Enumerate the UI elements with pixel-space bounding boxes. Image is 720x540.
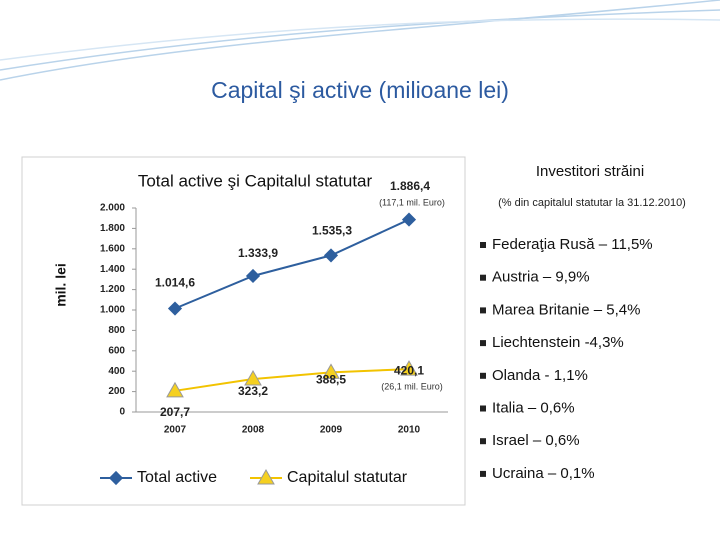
data-label: 323,2: [238, 384, 268, 398]
series-line: [174, 368, 410, 392]
annotation: (117,1 mil. Euro): [379, 197, 445, 207]
marker: [401, 212, 417, 227]
bullet: [480, 405, 486, 412]
deco-curve: [0, 9, 720, 71]
data-label: 1.886,4: [390, 179, 430, 193]
x-tick-label: 2007: [164, 425, 187, 436]
panel-item: Federaţia Rusă – 11,5%: [492, 236, 653, 253]
data-label: 420,1: [394, 363, 424, 377]
marker: [400, 360, 418, 376]
bullet: [480, 470, 486, 477]
y-tick-label: 200: [108, 386, 125, 397]
panel-subheading: (% din capitalul statutar la 31.12.2010): [498, 197, 686, 209]
y-tick-label: 600: [108, 345, 125, 356]
data-label: 388,5: [316, 373, 346, 387]
marker: [323, 248, 339, 263]
chart-title: Total active şi Capitalul statutar: [138, 171, 373, 190]
bullet: [480, 307, 486, 314]
panel-heading: Investitori străini: [536, 163, 644, 180]
decoration: [0, 0, 720, 81]
y-tick-label: 400: [108, 366, 125, 377]
panel-item: Marea Britanie – 5,4%: [492, 301, 640, 318]
y-tick-label: 2.000: [100, 203, 125, 214]
legend-label: Total active: [137, 469, 217, 486]
x-tick-label: 2010: [398, 425, 421, 436]
data-label: 1.333,9: [238, 246, 278, 260]
chart-frame: [21, 156, 466, 506]
bullet: [480, 438, 486, 445]
marker: [322, 363, 340, 379]
y-tick-label: 1.000: [100, 305, 125, 316]
deco-curve: [0, 0, 720, 81]
slide-title: Capital şi active (milioane lei): [211, 77, 509, 103]
y-tick-label: 0: [119, 407, 125, 418]
panel-item: Italia – 0,6%: [492, 399, 575, 416]
panel-item: Liechtenstein -4,3%: [492, 334, 624, 351]
y-tick-label: 1.400: [100, 264, 125, 275]
bullet: [480, 340, 486, 347]
legend-marker: [257, 468, 275, 485]
panel-item: Austria – 9,9%: [492, 269, 590, 286]
y-tick-label: 1.600: [100, 243, 125, 254]
deco-curve: [0, 18, 720, 61]
panel-item: Olanda - 1,1%: [492, 367, 588, 384]
panel-item: Israel – 0,6%: [492, 432, 580, 449]
data-label: 1.014,6: [155, 276, 195, 290]
series-line: [174, 218, 410, 310]
marker: [244, 370, 262, 386]
y-tick-label: 1.800: [100, 223, 125, 234]
x-tick-label: 2009: [320, 425, 343, 436]
y-axis-label: mil. lei: [53, 263, 69, 307]
annotation: (26,1 mil. Euro): [381, 381, 443, 391]
y-tick-label: 1.200: [100, 284, 125, 295]
data-label: 1.535,3: [312, 224, 352, 238]
marker: [166, 381, 184, 398]
legend-label: Capitalul statutar: [287, 469, 408, 486]
bullet: [480, 372, 486, 379]
bullet: [480, 274, 486, 281]
marker: [245, 268, 261, 284]
legend-marker: [108, 470, 124, 486]
y-tick-label: 800: [108, 325, 125, 336]
bullet: [480, 242, 486, 248]
panel-item: Ucraina – 0,1%: [492, 465, 595, 482]
marker: [167, 301, 183, 316]
x-tick-label: 2008: [242, 425, 265, 436]
data-label: 207,7: [160, 405, 190, 419]
